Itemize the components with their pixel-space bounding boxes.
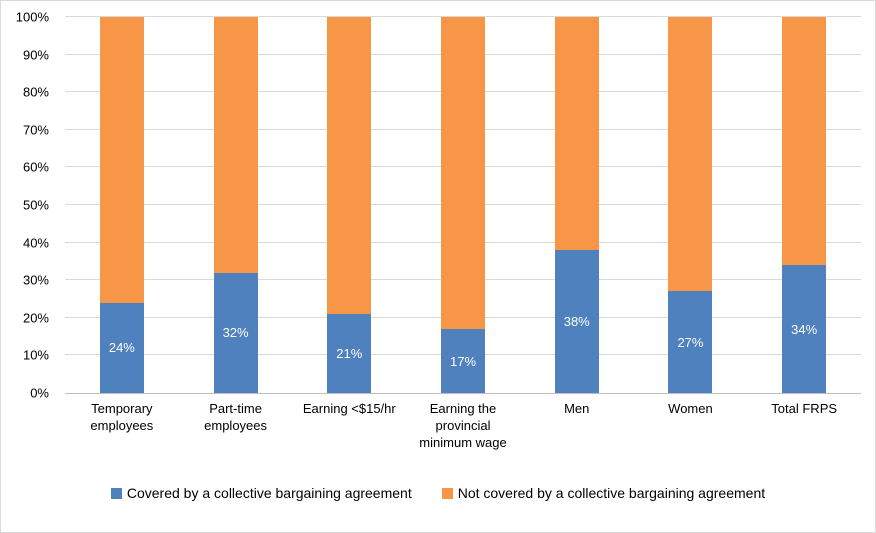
bar-slot: 34%: [747, 17, 861, 393]
stacked-bar-7[interactable]: 34%: [782, 17, 827, 393]
segment-not-covered[interactable]: [782, 17, 827, 266]
x-axis-category-label: Temporary employees: [90, 401, 154, 433]
bar-slot: 38%: [520, 17, 634, 393]
segment-covered[interactable]: 38%: [554, 250, 599, 393]
segment-not-covered[interactable]: [327, 17, 372, 315]
y-axis-tick-label: 0%: [30, 385, 49, 401]
x-axis-category-label: Women: [668, 401, 713, 416]
stacked-bar-4[interactable]: 17%: [441, 17, 486, 393]
bar-slot: 21%: [292, 17, 406, 393]
y-axis-tick-label: 50%: [22, 197, 49, 213]
stacked-bar-6[interactable]: 27%: [668, 17, 713, 393]
segment-not-covered[interactable]: [213, 17, 258, 273]
y-axis-tick-label: 100%: [15, 9, 49, 25]
stacked-bar-3[interactable]: 21%: [327, 17, 372, 393]
segment-covered[interactable]: 34%: [782, 265, 827, 393]
data-label: 21%: [336, 346, 363, 361]
y-axis-tick-label: 40%: [22, 235, 49, 251]
bar-slot: 32%: [179, 17, 293, 393]
y-axis-tick-label: 80%: [22, 84, 49, 100]
y-axis-tick-label: 60%: [22, 159, 49, 175]
data-label: 27%: [677, 334, 704, 350]
legend-swatch: [441, 487, 453, 499]
segment-covered[interactable]: 17%: [441, 329, 486, 393]
x-axis: Temporary employees Part-time employees Ea…: [65, 401, 861, 452]
plot-area: 24% 32% 21% 17% 38% 27% 34%: [65, 16, 861, 394]
y-axis-tick-label: 10%: [22, 347, 49, 363]
stacked-bar-1[interactable]: 24%: [99, 17, 144, 393]
data-label: 17%: [450, 353, 477, 369]
bar-slot: 24%: [65, 17, 179, 393]
data-label: 34%: [791, 321, 818, 337]
legend: Covered by a collective bargaining agree…: [1, 485, 875, 501]
segment-not-covered[interactable]: [554, 17, 599, 251]
segment-covered[interactable]: 27%: [668, 291, 713, 393]
segment-not-covered[interactable]: [441, 17, 486, 330]
x-axis-category-label: Earning <$15/hr: [302, 401, 396, 416]
y-axis-tick-label: 90%: [22, 47, 49, 63]
legend-label: Covered by a collective bargaining agree…: [126, 485, 412, 501]
bar-slot: 27%: [634, 17, 748, 393]
segment-covered[interactable]: 32%: [213, 272, 258, 393]
x-axis-category-label: Earning the provincial minimum wage: [419, 401, 507, 450]
data-label: 32%: [222, 325, 249, 341]
legend-item-2[interactable]: Not covered by a collective bargaining a…: [441, 485, 766, 501]
bars: 24% 32% 21% 17% 38% 27% 34%: [65, 17, 861, 393]
segment-covered[interactable]: 21%: [327, 314, 372, 393]
y-axis-tick-label: 70%: [22, 122, 49, 138]
data-label: 24%: [108, 340, 135, 356]
stacked-bar-2[interactable]: 32%: [213, 17, 258, 393]
y-axis: 0% 10% 20% 30% 40% 50% 60% 70% 80% 90% 100%: [1, 10, 57, 401]
segment-not-covered[interactable]: [668, 17, 713, 292]
y-axis-tick-label: 30%: [22, 272, 49, 288]
gridline: [65, 16, 861, 17]
legend-item-1[interactable]: Covered by a collective bargaining agree…: [110, 485, 412, 501]
x-axis-category-label: Total FRPS: [771, 401, 838, 416]
stacked-bar-5[interactable]: 38%: [554, 17, 599, 393]
legend-swatch: [110, 487, 122, 499]
legend-label: Not covered by a collective bargaining a…: [457, 485, 766, 501]
data-label: 38%: [563, 314, 590, 330]
segment-not-covered[interactable]: [99, 17, 144, 303]
bar-slot: 17%: [406, 17, 520, 393]
y-axis-tick-label: 20%: [22, 310, 49, 326]
segment-covered[interactable]: 24%: [99, 302, 144, 393]
x-axis-category-label: Part-time employees: [204, 401, 268, 433]
x-axis-category-label: Men: [564, 401, 590, 416]
